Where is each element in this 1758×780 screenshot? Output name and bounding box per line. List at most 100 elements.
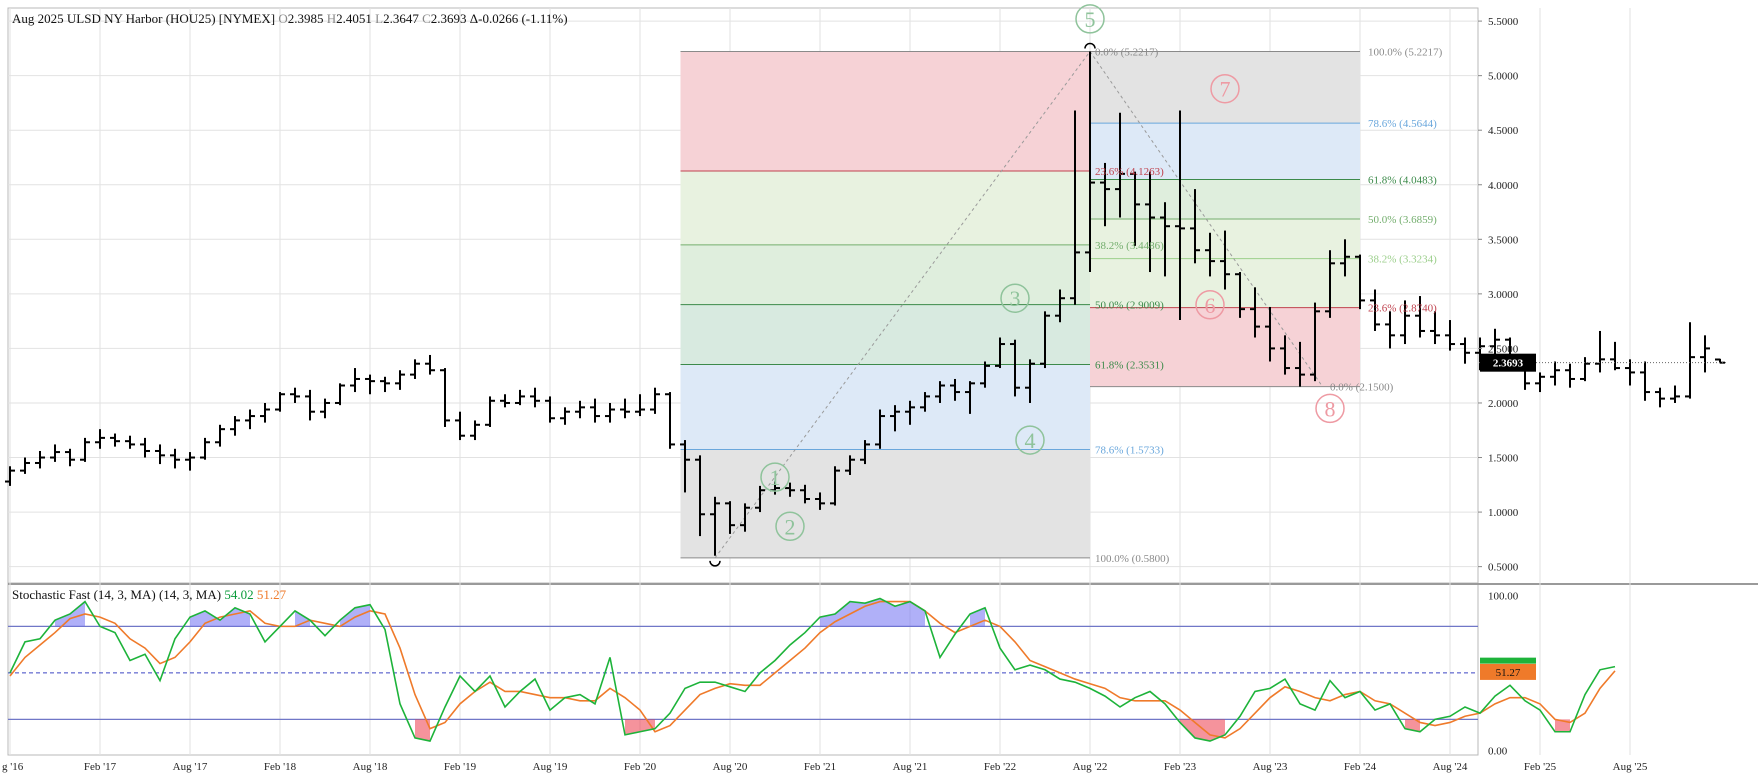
price-bar <box>1055 289 1065 323</box>
swing-low-marker <box>709 560 721 567</box>
price-bar <box>380 376 390 393</box>
price-bar <box>1565 363 1575 388</box>
fib2-level-label: 100.0% (5.2217) <box>1368 46 1443 58</box>
price-axis-label: 0.5000 <box>1488 562 1519 574</box>
price-bar <box>1205 232 1215 277</box>
fib1-zone <box>680 244 1090 305</box>
stochastic-d-badge-label: 51.27 <box>1496 667 1521 679</box>
price-axis-label: 3.5000 <box>1488 234 1519 246</box>
instrument-title: Aug 2025 ULSD NY Harbor (HOU25) [NYMEX] <box>12 11 276 26</box>
price-bar <box>155 444 165 465</box>
price-bar <box>440 368 450 427</box>
x-axis-label: Feb '22 <box>984 761 1016 773</box>
last-price-badge <box>1480 353 1536 372</box>
price-bar <box>1355 254 1365 310</box>
price-bar <box>1415 296 1425 338</box>
price-bar <box>275 392 285 412</box>
price-bar <box>875 409 885 449</box>
price-bar <box>1025 359 1035 403</box>
price-bar <box>1040 311 1050 369</box>
price-bar <box>230 416 240 436</box>
price-bar <box>890 405 900 432</box>
price-bar <box>1625 359 1635 386</box>
price-bar <box>635 394 645 417</box>
price-bar <box>350 368 360 393</box>
price-bar <box>935 381 945 403</box>
x-axis-label: Aug '17 <box>173 761 208 773</box>
fib2-level-label: 38.2% (3.3234) <box>1368 254 1437 266</box>
price-bar <box>35 450 45 469</box>
price-bar <box>1535 372 1545 393</box>
price-bar <box>1400 300 1410 345</box>
price-bar <box>470 420 480 441</box>
x-axis-label: g '16 <box>2 761 24 773</box>
price-bar <box>1070 110 1080 305</box>
close-value: 2.3693 <box>430 11 467 26</box>
price-bar <box>1670 385 1680 403</box>
stochastic-panel-frame <box>7 582 1479 756</box>
price-bar <box>65 448 75 467</box>
stochastic-k-line <box>9 597 1616 742</box>
price-axis-label: 5.5000 <box>1488 16 1519 28</box>
price-bar <box>530 387 540 408</box>
price-bar <box>965 381 975 414</box>
x-axis-label: Feb '25 <box>1524 761 1557 773</box>
high-value: 2.4051 <box>336 11 372 26</box>
price-axis-label: 2.0000 <box>1488 398 1519 410</box>
price-bar <box>680 440 690 493</box>
fib1-level-label: 78.6% (1.5733) <box>1095 445 1164 457</box>
high-label: H <box>326 11 337 26</box>
wave-label-circle <box>760 462 790 492</box>
price-bar <box>425 354 435 375</box>
wave-label-circle <box>775 511 805 542</box>
price-bar <box>290 387 300 403</box>
price-bar <box>500 394 510 408</box>
fib2-trend-line <box>1089 51 1323 387</box>
price-axis-label: 4.0000 <box>1488 180 1519 192</box>
price-bar <box>1640 361 1650 401</box>
price-bar <box>170 448 180 469</box>
fib2-level-label: 50.0% (3.6859) <box>1368 214 1437 226</box>
fib2-zone <box>1090 179 1360 220</box>
close-label: C <box>422 11 431 26</box>
x-axis-label: Aug '22 <box>1073 761 1108 773</box>
last-price-badge-label: 2.3693 <box>1493 358 1524 370</box>
stochastic-k-badge <box>1480 657 1536 664</box>
wave-label: 2 <box>785 514 796 539</box>
price-bar <box>560 407 570 425</box>
low-label: L <box>375 11 384 26</box>
wave-label: 4 <box>1025 428 1036 453</box>
price-bar <box>395 370 405 390</box>
price-bar <box>590 398 600 423</box>
price-bar <box>455 411 465 441</box>
price-bar <box>950 378 960 401</box>
price-bar <box>365 374 375 395</box>
wave-label-circle <box>1210 73 1240 104</box>
price-bar <box>1100 162 1110 227</box>
wave-label: 7 <box>1220 77 1231 102</box>
fib1-zone <box>680 304 1090 365</box>
fib1-zone <box>680 364 1090 450</box>
x-axis-label: Aug '25 <box>1613 761 1648 773</box>
price-bar <box>1280 335 1290 375</box>
price-bar <box>1250 287 1260 338</box>
price-bar <box>845 455 855 475</box>
chart-header: Aug 2025 ULSD NY Harbor (HOU25) [NYMEX] … <box>12 11 568 27</box>
x-axis-label: Feb '19 <box>444 761 477 773</box>
price-bar <box>80 437 90 462</box>
wave-label: 5 <box>1085 7 1096 32</box>
price-bar <box>140 437 150 458</box>
x-axis-label: Feb '24 <box>1344 761 1377 773</box>
x-axis-label: Aug '20 <box>713 761 748 773</box>
price-bar <box>1010 339 1020 397</box>
wave-label-circle <box>1015 425 1045 455</box>
stochastic-header: Stochastic Fast (14, 3, MA) (14, 3, MA) … <box>12 587 286 603</box>
stochastic-axis-label: 100.00 <box>1488 590 1519 602</box>
price-bar <box>1085 51 1095 273</box>
price-bar <box>1115 112 1125 218</box>
wave-label-circle <box>1000 283 1030 313</box>
fib1-level-label: 61.8% (2.3531) <box>1095 359 1164 371</box>
price-bar <box>125 435 135 449</box>
fib2-zone <box>1090 51 1360 124</box>
